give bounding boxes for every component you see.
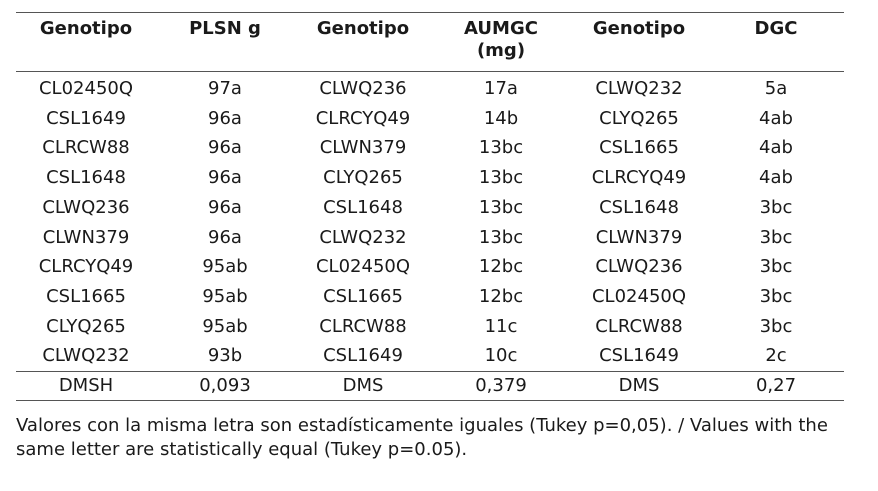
- table-row: CSL1665 95ab CSL1665 12bc CL02450Q 3bc: [16, 282, 844, 312]
- header-plsn: PLSN g: [189, 18, 261, 39]
- dms-cell: 0,27: [755, 375, 797, 397]
- header-aumgc: AUMGC (mg): [432, 13, 570, 72]
- table-row: CSL1649 96a CLRCYQ49 14b CLYQ265 4ab: [16, 104, 844, 134]
- table-cell: 4ab: [759, 107, 793, 129]
- table-cell: CLRCYQ49: [591, 167, 687, 189]
- header-row: Genotipo PLSN g Genotipo AUMGC (mg) Genot…: [16, 12, 844, 72]
- table-cell: 4ab: [759, 167, 793, 189]
- table-cell: CLWQ232: [42, 345, 130, 367]
- table-cell: 96a: [208, 107, 242, 129]
- table-cell: 2c: [765, 345, 787, 367]
- table-cell: CSL1648: [46, 167, 126, 189]
- table-row: CSL1648 96a CLYQ265 13bc CLRCYQ49 4ab: [16, 163, 844, 193]
- table-row: CLWQ232 93b CSL1649 10c CSL1649 2c: [16, 341, 844, 371]
- table-row: CLWN379 96a CLWQ232 13bc CLWN379 3bc: [16, 223, 844, 253]
- table-cell: CLWN379: [42, 226, 130, 248]
- header-genotipo-3: Genotipo: [592, 18, 686, 39]
- table-cell: 96a: [208, 167, 242, 189]
- table-footnote: Valores con la misma letra son estadísti…: [16, 415, 828, 460]
- header-aumgc-label: AUMGC: [464, 18, 538, 39]
- table-cell: 3bc: [759, 285, 793, 307]
- dms-cell: DMS: [618, 375, 660, 397]
- header-genotipo-1: Genotipo: [39, 18, 133, 39]
- table-cell: CLWN379: [319, 137, 407, 159]
- table-cell: 95ab: [202, 256, 248, 278]
- table-cell: 12bc: [478, 285, 524, 307]
- table-cell: 97a: [208, 78, 242, 99]
- table-cell: 17a: [484, 78, 518, 99]
- table-body: CL02450Q 97a CLWQ236 17a CLWQ232 5a CSL1649 96a…: [16, 72, 844, 401]
- table-cell: CLWQ236: [319, 78, 407, 99]
- table-cell: 10c: [484, 345, 518, 367]
- table-cell: 11c: [484, 315, 518, 337]
- table-cell: 12bc: [478, 256, 524, 278]
- table-cell: CSL1648: [599, 196, 679, 218]
- table-cell: 4ab: [759, 137, 793, 159]
- table-cell: CLRCW88: [595, 315, 683, 337]
- table-cell: CLWQ236: [595, 256, 683, 278]
- table-cell: 95ab: [202, 315, 248, 337]
- table-cell: CLWQ232: [319, 226, 407, 248]
- table-cell: CLWQ232: [595, 78, 683, 99]
- table-cell: 96a: [208, 226, 242, 248]
- table-cell: CL02450Q: [591, 285, 687, 307]
- table-cell: CSL1665: [323, 285, 403, 307]
- table-row: CLRCW88 96a CLWN379 13bc CSL1665 4ab: [16, 133, 844, 163]
- dms-cell: 0,379: [475, 375, 527, 397]
- table-cell: CSL1649: [599, 345, 679, 367]
- table-cell: 96a: [208, 137, 242, 159]
- table-row: CLYQ265 95ab CLRCW88 11c CLRCW88 3bc: [16, 312, 844, 342]
- table-cell: CLRCYQ49: [315, 107, 411, 129]
- table-cell: 3bc: [759, 226, 793, 248]
- table-cell: CLWN379: [595, 226, 683, 248]
- table-cell: CSL1665: [46, 285, 126, 307]
- table-cell: 14b: [483, 107, 519, 129]
- table-cell: CSL1648: [323, 196, 403, 218]
- header-dgc: DGC: [754, 18, 798, 39]
- table-cell: CL02450Q: [315, 256, 411, 278]
- dms-cell: DMSH: [58, 375, 114, 397]
- table-cell: CLRCYQ49: [38, 256, 134, 278]
- table-cell: 3bc: [759, 256, 793, 278]
- header-aumgc-unit: (mg): [476, 40, 526, 61]
- table-cell: 95ab: [202, 285, 248, 307]
- dms-row: DMSH 0,093 DMS 0,379 DMS 0,27: [16, 371, 844, 401]
- table-cell: CLRCW88: [319, 315, 407, 337]
- table-row: CLRCYQ49 95ab CL02450Q 12bc CLWQ236 3bc: [16, 252, 844, 282]
- table-cell: 5a: [764, 78, 788, 99]
- table-cell: 93b: [207, 345, 243, 367]
- results-table: Genotipo PLSN g Genotipo AUMGC (mg) Genot…: [16, 12, 844, 401]
- table-cell: CLWQ236: [42, 196, 130, 218]
- table-cell: CSL1649: [46, 107, 126, 129]
- table-row: CL02450Q 97a CLWQ236 17a CLWQ232 5a: [16, 72, 844, 104]
- table-cell: CLRCW88: [42, 137, 130, 159]
- table-cell: CLYQ265: [599, 107, 679, 129]
- table-cell: CSL1649: [323, 345, 403, 367]
- table-cell: 13bc: [478, 137, 524, 159]
- table-cell: 3bc: [759, 196, 793, 218]
- table-cell: 3bc: [759, 315, 793, 337]
- table-cell: 13bc: [478, 226, 524, 248]
- table-cell: CSL1665: [599, 137, 679, 159]
- table-cell: CLYQ265: [323, 167, 403, 189]
- dms-cell: 0,093: [199, 375, 251, 397]
- header-genotipo-2: Genotipo: [316, 18, 410, 39]
- table-cell: CL02450Q: [38, 78, 134, 99]
- table-cell: 13bc: [478, 167, 524, 189]
- table-row: CLWQ236 96a CSL1648 13bc CSL1648 3bc: [16, 193, 844, 223]
- table-cell: 13bc: [478, 196, 524, 218]
- table-cell: CLYQ265: [46, 315, 126, 337]
- dms-cell: DMS: [342, 375, 384, 397]
- table-cell: 96a: [208, 196, 242, 218]
